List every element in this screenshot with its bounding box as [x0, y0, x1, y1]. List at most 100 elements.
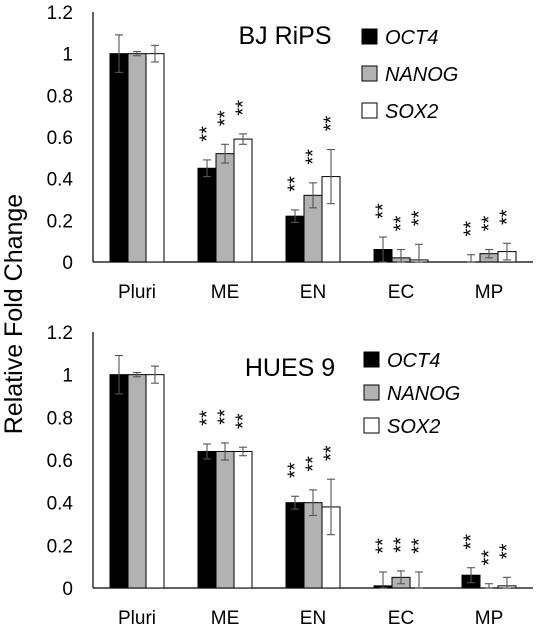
- significance-marker: **: [390, 216, 412, 232]
- error-bar-nanog-me: [221, 143, 229, 164]
- error-bar-oct4-en: [291, 209, 299, 223]
- y-tick-label: 0.6: [47, 451, 73, 472]
- significance-marker: **: [496, 209, 518, 225]
- significance-marker: **: [390, 537, 412, 553]
- error-bar-oct4-ec: [379, 571, 387, 589]
- error-bar-oct4-mp: [467, 567, 475, 584]
- legend-label: SOX2: [385, 101, 438, 123]
- significance-marker: **: [214, 110, 236, 126]
- y-tick-label: 0.2: [47, 536, 73, 557]
- error-bar-sox2-mp: [503, 242, 511, 261]
- legend-label: NANOG: [385, 64, 458, 86]
- bar-sox2-pluri: [145, 374, 165, 589]
- y-tick-label: 1: [62, 366, 73, 387]
- x-tick-label-me: ME: [211, 608, 240, 628]
- chart-title: HUES 9: [245, 354, 335, 382]
- error-bar-oct4-ec: [379, 236, 387, 263]
- y-tick-label: 0.4: [47, 170, 74, 191]
- legend-item-sox2: SOX2: [361, 101, 438, 123]
- legend-swatch: [363, 351, 380, 368]
- significance-marker: **: [196, 126, 218, 142]
- legend-swatch: [361, 28, 378, 45]
- legend-swatch: [363, 417, 380, 434]
- error-bar-nanog-pluri: [133, 51, 141, 57]
- legend-item-nanog: NANOG: [363, 383, 460, 405]
- significance-marker: **: [478, 550, 500, 566]
- error-bar-nanog-ec: [397, 570, 405, 585]
- x-tick-label-ec: EC: [388, 282, 414, 303]
- legend-label: SOX2: [387, 416, 440, 438]
- legend-swatch: [361, 65, 378, 82]
- significance-marker: **: [284, 462, 306, 478]
- legend-item-sox2: SOX2: [363, 416, 440, 438]
- error-bar-sox2-ec: [415, 243, 423, 263]
- significance-marker: **: [320, 116, 342, 132]
- bar-oct4-me: [197, 167, 217, 263]
- x-tick-label-mp: MP: [475, 282, 504, 303]
- legend-swatch: [363, 384, 380, 401]
- bar-oct4-pluri: [109, 53, 129, 263]
- legend-label: OCT4: [385, 27, 438, 49]
- bar-sox2-me: [233, 450, 253, 589]
- error-bar-oct4-en: [291, 495, 299, 510]
- significance-marker: **: [372, 203, 394, 219]
- error-bar-nanog-en: [309, 489, 317, 517]
- significance-marker: **: [408, 210, 430, 226]
- x-tick-label-pluri: Pluri: [118, 282, 156, 303]
- y-tick-label: 0: [62, 579, 73, 600]
- chart-panel-hues9: 00.20.40.60.811.2Pluri******ME******EN**…: [47, 323, 533, 628]
- error-bar-oct4-mp: [467, 254, 475, 263]
- legend-item-nanog: NANOG: [361, 64, 458, 86]
- bar-sox2-me: [233, 138, 253, 263]
- error-bar-nanog-en: [309, 182, 317, 209]
- legend-label: OCT4: [387, 350, 440, 372]
- x-tick-label-en: EN: [300, 282, 326, 303]
- bar-nanog-pluri: [127, 53, 147, 263]
- bar-nanog-pluri: [127, 374, 147, 589]
- error-bar-oct4-pluri: [115, 34, 123, 73]
- significance-marker: **: [284, 176, 306, 192]
- y-tick-label: 0.8: [47, 86, 73, 107]
- error-bar-nanog-mp: [485, 583, 493, 589]
- bar-oct4-pluri: [109, 374, 129, 589]
- error-bar-nanog-pluri: [133, 371, 141, 378]
- significance-marker: **: [460, 221, 482, 237]
- y-tick-label: 0.2: [47, 211, 73, 232]
- legend-item-oct4: OCT4: [361, 27, 438, 49]
- y-tick-label: 0.4: [47, 494, 74, 515]
- error-bar-sox2-me: [239, 133, 247, 145]
- x-tick-label-en: EN: [300, 608, 326, 628]
- x-tick-label-mp: MP: [475, 608, 504, 628]
- error-bar-nanog-me: [221, 442, 229, 461]
- error-bar-nanog-ec: [397, 248, 405, 263]
- significance-marker: **: [302, 456, 324, 472]
- error-bar-oct4-me: [203, 159, 211, 178]
- legend-item-oct4: OCT4: [363, 350, 440, 372]
- y-tick-label: 0: [62, 253, 73, 274]
- bar-oct4-en: [285, 215, 305, 263]
- significance-marker: **: [232, 100, 254, 116]
- x-tick-label-ec: EC: [388, 608, 414, 628]
- bar-nanog-me: [215, 450, 235, 589]
- chart-title: BJ RiPS: [238, 22, 331, 50]
- significance-marker: **: [460, 534, 482, 550]
- error-bar-nanog-mp: [485, 248, 493, 259]
- significance-marker: **: [478, 216, 500, 232]
- significance-marker: **: [302, 149, 324, 165]
- significance-marker: **: [196, 410, 218, 426]
- significance-marker: **: [372, 538, 394, 554]
- y-tick-label: 1: [62, 45, 73, 66]
- error-bar-sox2-pluri: [151, 44, 159, 63]
- error-bar-oct4-me: [203, 443, 211, 460]
- error-bar-sox2-en: [327, 148, 335, 205]
- bar-oct4-en: [285, 502, 305, 589]
- x-tick-label-me: ME: [211, 282, 240, 303]
- y-tick-label: 0.6: [47, 128, 73, 149]
- bar-oct4-me: [197, 450, 217, 589]
- y-axis-label: Relative Fold Change: [0, 194, 28, 434]
- significance-marker: **: [214, 409, 236, 425]
- x-tick-label-pluri: Pluri: [118, 608, 156, 628]
- error-bar-sox2-pluri: [151, 365, 159, 384]
- error-bar-sox2-me: [239, 446, 247, 457]
- error-bar-sox2-mp: [503, 576, 511, 589]
